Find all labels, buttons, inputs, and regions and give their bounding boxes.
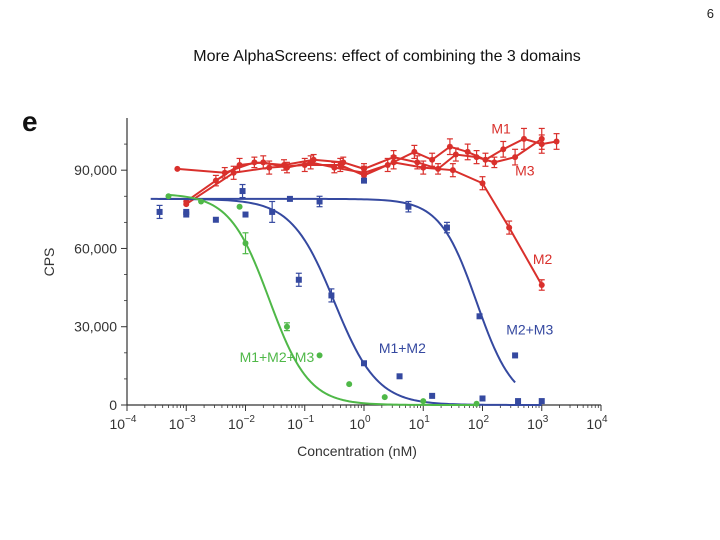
data-point: [491, 159, 498, 166]
slide-title: More AlphaScreens: effect of combining t…: [193, 48, 581, 65]
data-point: [506, 224, 513, 231]
data-point: [212, 216, 219, 223]
series-m1-m2: M1+M2: [150, 197, 545, 406]
data-point: [328, 292, 335, 299]
data-point: [443, 224, 450, 231]
series-label: M3: [515, 162, 535, 178]
data-point: [337, 161, 344, 168]
data-point: [165, 193, 172, 200]
series-label: M2+M3: [506, 322, 553, 338]
data-point: [538, 281, 545, 288]
series-line: [185, 161, 543, 286]
x-tick-label: 10−2: [228, 414, 255, 432]
data-point: [156, 208, 163, 215]
x-tick-label: 102: [468, 414, 490, 432]
series-label: M1+M2: [379, 340, 426, 356]
data-point: [449, 167, 456, 174]
data-point: [420, 164, 427, 171]
x-tick-label: 104: [586, 414, 608, 432]
data-point: [515, 398, 522, 405]
data-point: [295, 276, 302, 283]
data-point: [230, 169, 237, 176]
series-m1-m2-m3: M1+M2+M3: [165, 193, 480, 407]
data-point: [221, 169, 228, 176]
data-point: [283, 323, 290, 330]
data-point: [446, 143, 453, 150]
data-point: [301, 161, 308, 168]
data-point: [331, 164, 338, 171]
y-axis-title: CPS: [41, 248, 57, 277]
x-tick-label: 10−4: [110, 414, 137, 432]
y-tick-label: 60,000: [74, 240, 117, 256]
chart-series: M1 M3 M2 M2+M3 M1+M2 M1+M2+M3: [150, 121, 560, 407]
data-point: [346, 381, 353, 388]
series-label: M1: [491, 121, 511, 137]
y-tick-label: 30,000: [74, 319, 117, 335]
data-point: [479, 395, 486, 402]
data-point: [174, 165, 181, 172]
panel-letter: e: [22, 106, 38, 137]
fit-curve: [159, 197, 516, 384]
x-tick-label: 101: [409, 414, 431, 432]
data-point: [316, 352, 323, 359]
data-point: [512, 154, 519, 161]
series-label: M2: [533, 251, 553, 267]
data-point: [236, 203, 243, 210]
data-point: [452, 151, 459, 158]
data-point: [420, 398, 427, 405]
data-point: [538, 135, 545, 142]
data-point: [553, 138, 560, 145]
data-point: [476, 313, 483, 320]
data-point: [183, 211, 190, 218]
data-point: [520, 135, 527, 142]
y-tick-label: 90,000: [74, 162, 117, 178]
x-tick-label: 100: [349, 414, 371, 432]
data-point: [500, 146, 507, 153]
data-point: [414, 159, 421, 166]
data-point: [473, 154, 480, 161]
data-point: [361, 177, 367, 184]
data-point: [310, 156, 317, 163]
slide-number: 6: [706, 6, 714, 21]
data-point: [429, 392, 436, 399]
x-tick-label: 10−3: [169, 414, 196, 432]
data-point: [473, 400, 480, 407]
x-tick-label: 103: [527, 414, 549, 432]
data-point: [198, 198, 205, 205]
data-point: [464, 148, 471, 155]
data-point: [429, 156, 436, 163]
data-point: [361, 172, 367, 179]
data-point: [266, 164, 273, 171]
chart-axes: 10−4 10−3 10−2 10−1 100 101 102 103 104 0 30,000 60…: [74, 118, 608, 432]
fit-curve: [150, 197, 542, 406]
data-point: [251, 159, 258, 166]
data-point: [405, 203, 412, 210]
data-point: [390, 159, 397, 166]
data-point: [411, 148, 418, 155]
x-tick-label: 10−1: [287, 414, 314, 432]
y-tick-label: 0: [109, 397, 117, 413]
data-point: [316, 198, 323, 205]
data-point: [242, 211, 249, 218]
data-point: [242, 240, 249, 247]
data-point: [381, 394, 388, 401]
data-point: [239, 188, 246, 195]
series-m3: M3: [174, 127, 545, 179]
data-point: [212, 177, 219, 184]
data-point: [361, 360, 367, 367]
x-axis-title: Concentration (nM): [297, 443, 417, 459]
data-point: [538, 398, 545, 405]
data-point: [183, 201, 190, 208]
data-point: [512, 352, 519, 359]
series-label: M1+M2+M3: [240, 349, 315, 365]
series-line: [177, 138, 543, 174]
data-point: [396, 373, 403, 380]
data-point: [286, 195, 293, 202]
series-m2: M2: [183, 155, 553, 291]
fit-curve: [168, 193, 477, 406]
data-point: [479, 180, 486, 187]
data-point: [269, 208, 276, 215]
